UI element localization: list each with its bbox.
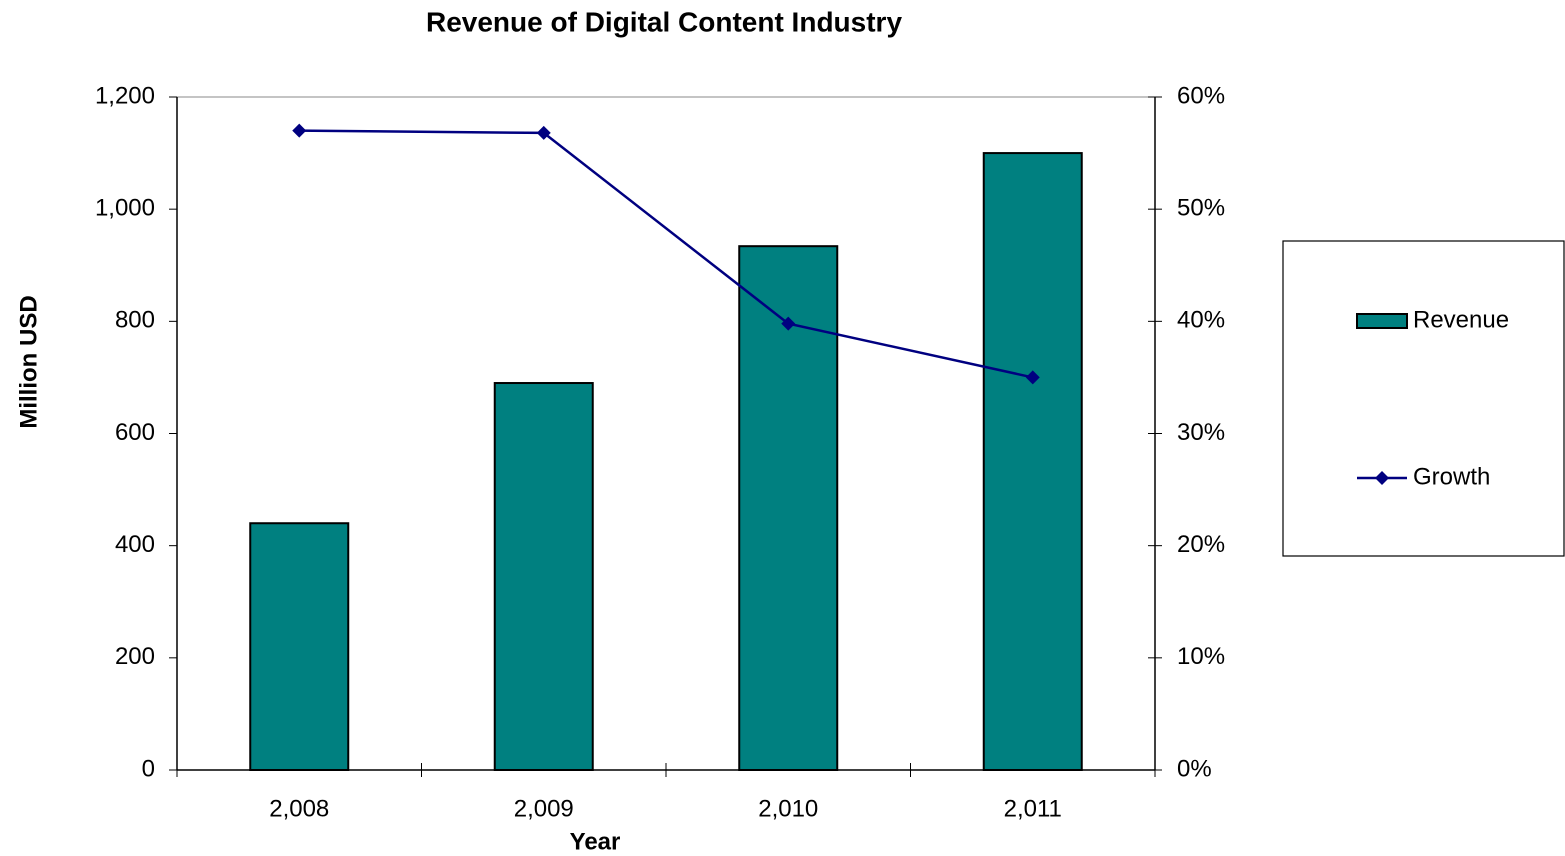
y-tick-label: 800 (115, 307, 155, 334)
y-tick-label: 200 (115, 643, 155, 670)
x-axis-title: Year (570, 828, 621, 855)
y-tick-label: 0 (142, 755, 155, 782)
y2-tick-label: 20% (1177, 531, 1225, 558)
bar (738, 245, 839, 772)
legend-label: Growth (1413, 463, 1490, 490)
y-axis-title: Million USD (15, 295, 42, 428)
y2-tick-label: 40% (1177, 307, 1225, 334)
y2-tick-label: 60% (1177, 82, 1225, 109)
y2-tick-label: 10% (1177, 643, 1225, 670)
y2-tick-label: 50% (1177, 195, 1225, 222)
y2-tick-label: 30% (1177, 419, 1225, 446)
marker (292, 123, 307, 138)
legend-marker (1375, 471, 1389, 485)
legend-swatch (1356, 313, 1408, 329)
x-tick-label: 2,010 (758, 795, 818, 822)
legend-box (1282, 240, 1565, 557)
x-tick-label: 2,008 (269, 795, 329, 822)
bar (493, 382, 594, 771)
x-tick-label: 2,009 (514, 795, 574, 822)
legend-label: Revenue (1413, 306, 1509, 333)
line (299, 129, 1034, 379)
marker (781, 316, 796, 331)
bar (982, 152, 1083, 772)
chart-title: Revenue of Digital Content Industry (426, 6, 902, 37)
y-tick-label: 400 (115, 531, 155, 558)
y-tick-label: 1,200 (95, 82, 155, 109)
marker (536, 125, 551, 140)
bar (249, 522, 350, 771)
y2-tick-label: 0% (1177, 755, 1212, 782)
y-tick-label: 600 (115, 419, 155, 446)
marker (1025, 370, 1040, 385)
y-tick-label: 1,000 (95, 195, 155, 222)
x-tick-label: 2,011 (1004, 795, 1062, 822)
